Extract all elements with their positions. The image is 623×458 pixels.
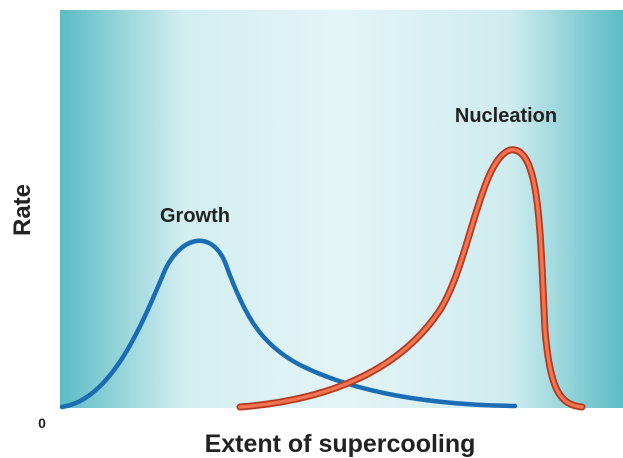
plot-area <box>60 10 623 408</box>
nucleation-label: Nucleation <box>455 105 557 127</box>
nucleation-curve <box>236 146 586 411</box>
growth-label: Growth <box>160 205 230 227</box>
growth-curve <box>59 238 518 410</box>
y-axis-label: Rate <box>9 184 36 236</box>
origin-label: 0 <box>38 415 46 431</box>
x-axis-label: Extent of supercooling <box>205 430 476 458</box>
nucleation-line <box>238 148 584 409</box>
